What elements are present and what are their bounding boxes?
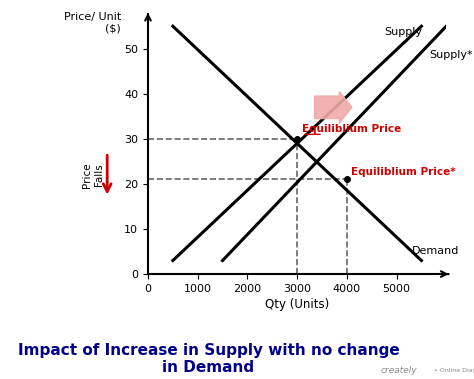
Text: Impact of Increase in Supply with no change
in Demand: Impact of Increase in Supply with no cha…: [18, 343, 400, 375]
Text: creately: creately: [381, 366, 417, 375]
Text: Supply: Supply: [384, 27, 422, 37]
Text: Supply*: Supply*: [429, 50, 473, 60]
X-axis label: Qty (Units): Qty (Units): [265, 298, 329, 311]
Text: Equiliblium Price*: Equiliblium Price*: [351, 167, 456, 177]
Text: • Online Diagramming: • Online Diagramming: [434, 368, 474, 373]
FancyArrow shape: [315, 92, 352, 123]
Text: Equiliblium Price: Equiliblium Price: [302, 124, 401, 134]
Text: Demand: Demand: [411, 246, 459, 256]
Y-axis label: Price/ Unit
($): Price/ Unit ($): [64, 12, 121, 34]
Text: Price
Falls: Price Falls: [82, 162, 104, 188]
